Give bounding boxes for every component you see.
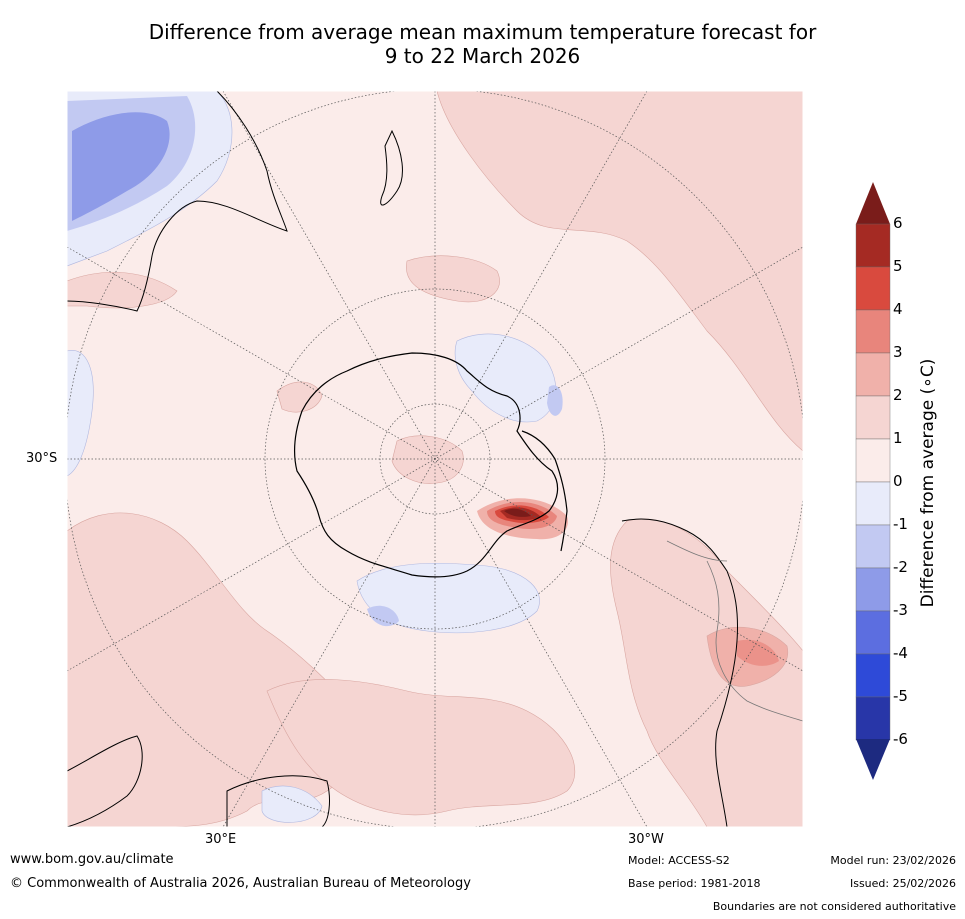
colorbar-segment [855,610,891,655]
colorbar-tick: 0 [893,472,903,490]
colorbar-tick: -4 [893,644,908,662]
colorbar-segment [855,438,891,483]
colorbar-tick: -3 [893,601,908,619]
hot-spot [477,498,568,540]
antarctic-peninsula [521,430,568,552]
colorbar-tick: 6 [893,214,903,232]
south-america-warm-patch [706,626,789,687]
colorbar-segment [855,481,891,526]
warm-anomaly-regions [67,91,803,827]
title-line-2: 9 to 22 March 2026 [384,44,581,68]
copyright-notice: © Commonwealth of Australia 2026, Austra… [10,876,471,891]
colorbar-tick: 3 [893,343,903,361]
colorbar-tick: -6 [893,730,908,748]
colorbar-segment [855,223,891,268]
boundaries-disclaimer: Boundaries are not considered authoritat… [712,900,956,913]
colorbar-tick: 4 [893,300,903,318]
colorbar-tick: -2 [893,558,908,576]
map-title: Difference from average mean maximum tem… [0,20,965,68]
graticule [67,91,803,827]
colorbar-title: Difference from average (∘C) [918,358,938,608]
colorbar-tick: 1 [893,429,903,447]
southern-hemisphere-map [67,91,803,827]
colorbar-tick: 2 [893,386,903,404]
model-name: Model: ACCESS-S2 [628,854,730,867]
continent-coastlines [67,91,738,827]
colorbar-segment [855,352,891,397]
colorbar-tick: 5 [893,257,903,275]
colorbar-tick: -1 [893,515,908,533]
colorbar-segments [855,223,891,741]
country-boundaries [666,540,803,722]
issued-date: Issued: 25/02/2026 [849,877,956,890]
model-run-date: Model run: 23/02/2026 [830,854,956,867]
colorbar-segment [855,266,891,311]
colorbar-tick: -5 [893,687,908,705]
colorbar-segment [855,696,891,741]
colorbar-segment [855,309,891,354]
base-period: Base period: 1981-2018 [628,877,761,890]
title-line-1: Difference from average mean maximum tem… [148,20,817,44]
website-link[interactable]: www.bom.gov.au/climate [10,852,174,867]
longitude-label-30e: 30°E [205,832,237,847]
antarctica-coastline [293,352,559,578]
colorbar [855,182,891,780]
colorbar-segment [855,524,891,569]
colorbar-over-triangle [856,182,890,224]
colorbar-segment [855,653,891,698]
colorbar-segment [855,567,891,612]
colorbar-segment [855,395,891,440]
longitude-label-30w: 30°W [628,832,664,847]
latitude-label-30s: 30°S [26,451,58,466]
cool-anomaly-regions [67,91,563,823]
colorbar-under-triangle [856,739,890,780]
